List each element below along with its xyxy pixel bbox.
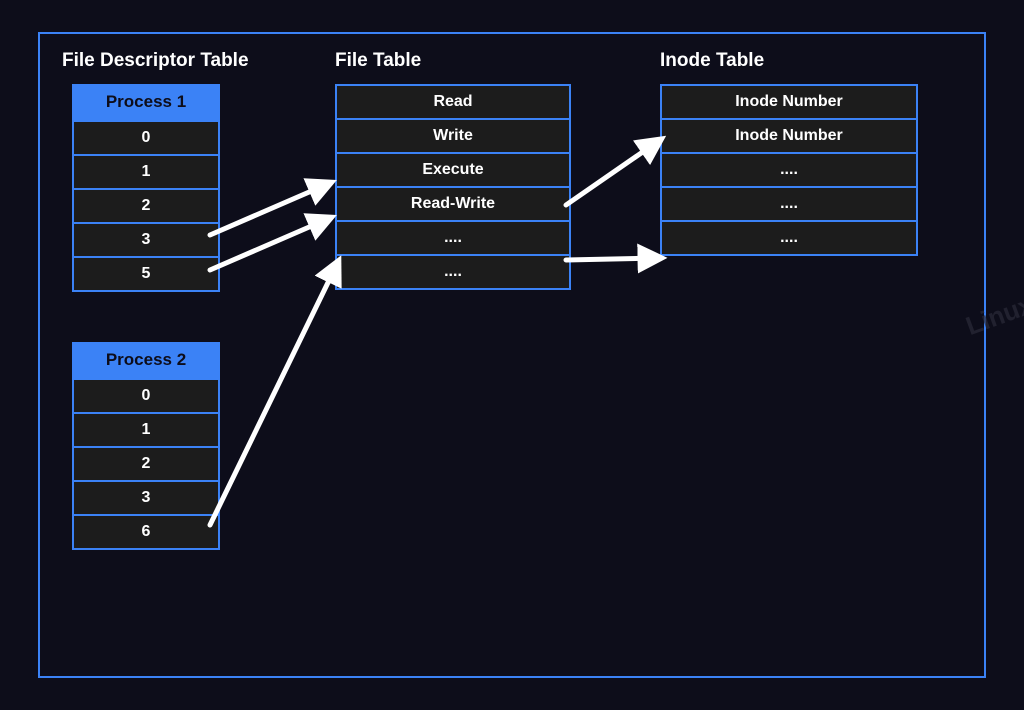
process1-rows: 01235 (74, 120, 218, 290)
table-row: .... (662, 152, 916, 186)
table-row: 2 (74, 188, 218, 222)
table-row: 0 (74, 120, 218, 154)
table-row: .... (662, 220, 916, 254)
inode-table: Inode NumberInode Number............ (660, 84, 918, 256)
table-row: Write (337, 118, 569, 152)
table-row: Inode Number (662, 86, 916, 118)
file-table-rows: ReadWriteExecuteRead-Write........ (337, 86, 569, 288)
table-row: Read (337, 86, 569, 118)
inode-table-title: Inode Table (660, 50, 764, 72)
fd-table-title: File Descriptor Table (62, 50, 249, 72)
table-row: 3 (74, 222, 218, 256)
process2-table: Process 2 01236 (72, 342, 220, 550)
table-row: 5 (74, 256, 218, 290)
process2-header: Process 2 (74, 344, 218, 378)
table-row: Execute (337, 152, 569, 186)
table-row: 2 (74, 446, 218, 480)
inode-table-rows: Inode NumberInode Number............ (662, 86, 916, 254)
table-row: 6 (74, 514, 218, 548)
table-row: 0 (74, 378, 218, 412)
table-row: Read-Write (337, 186, 569, 220)
process2-rows: 01236 (74, 378, 218, 548)
table-row: .... (662, 186, 916, 220)
process1-header: Process 1 (74, 86, 218, 120)
process1-table: Process 1 01235 (72, 84, 220, 292)
file-table: ReadWriteExecuteRead-Write........ (335, 84, 571, 290)
table-row: .... (337, 254, 569, 288)
table-row: 3 (74, 480, 218, 514)
table-row: .... (337, 220, 569, 254)
table-row: Inode Number (662, 118, 916, 152)
file-table-title: File Table (335, 50, 421, 72)
table-row: 1 (74, 412, 218, 446)
table-row: 1 (74, 154, 218, 188)
